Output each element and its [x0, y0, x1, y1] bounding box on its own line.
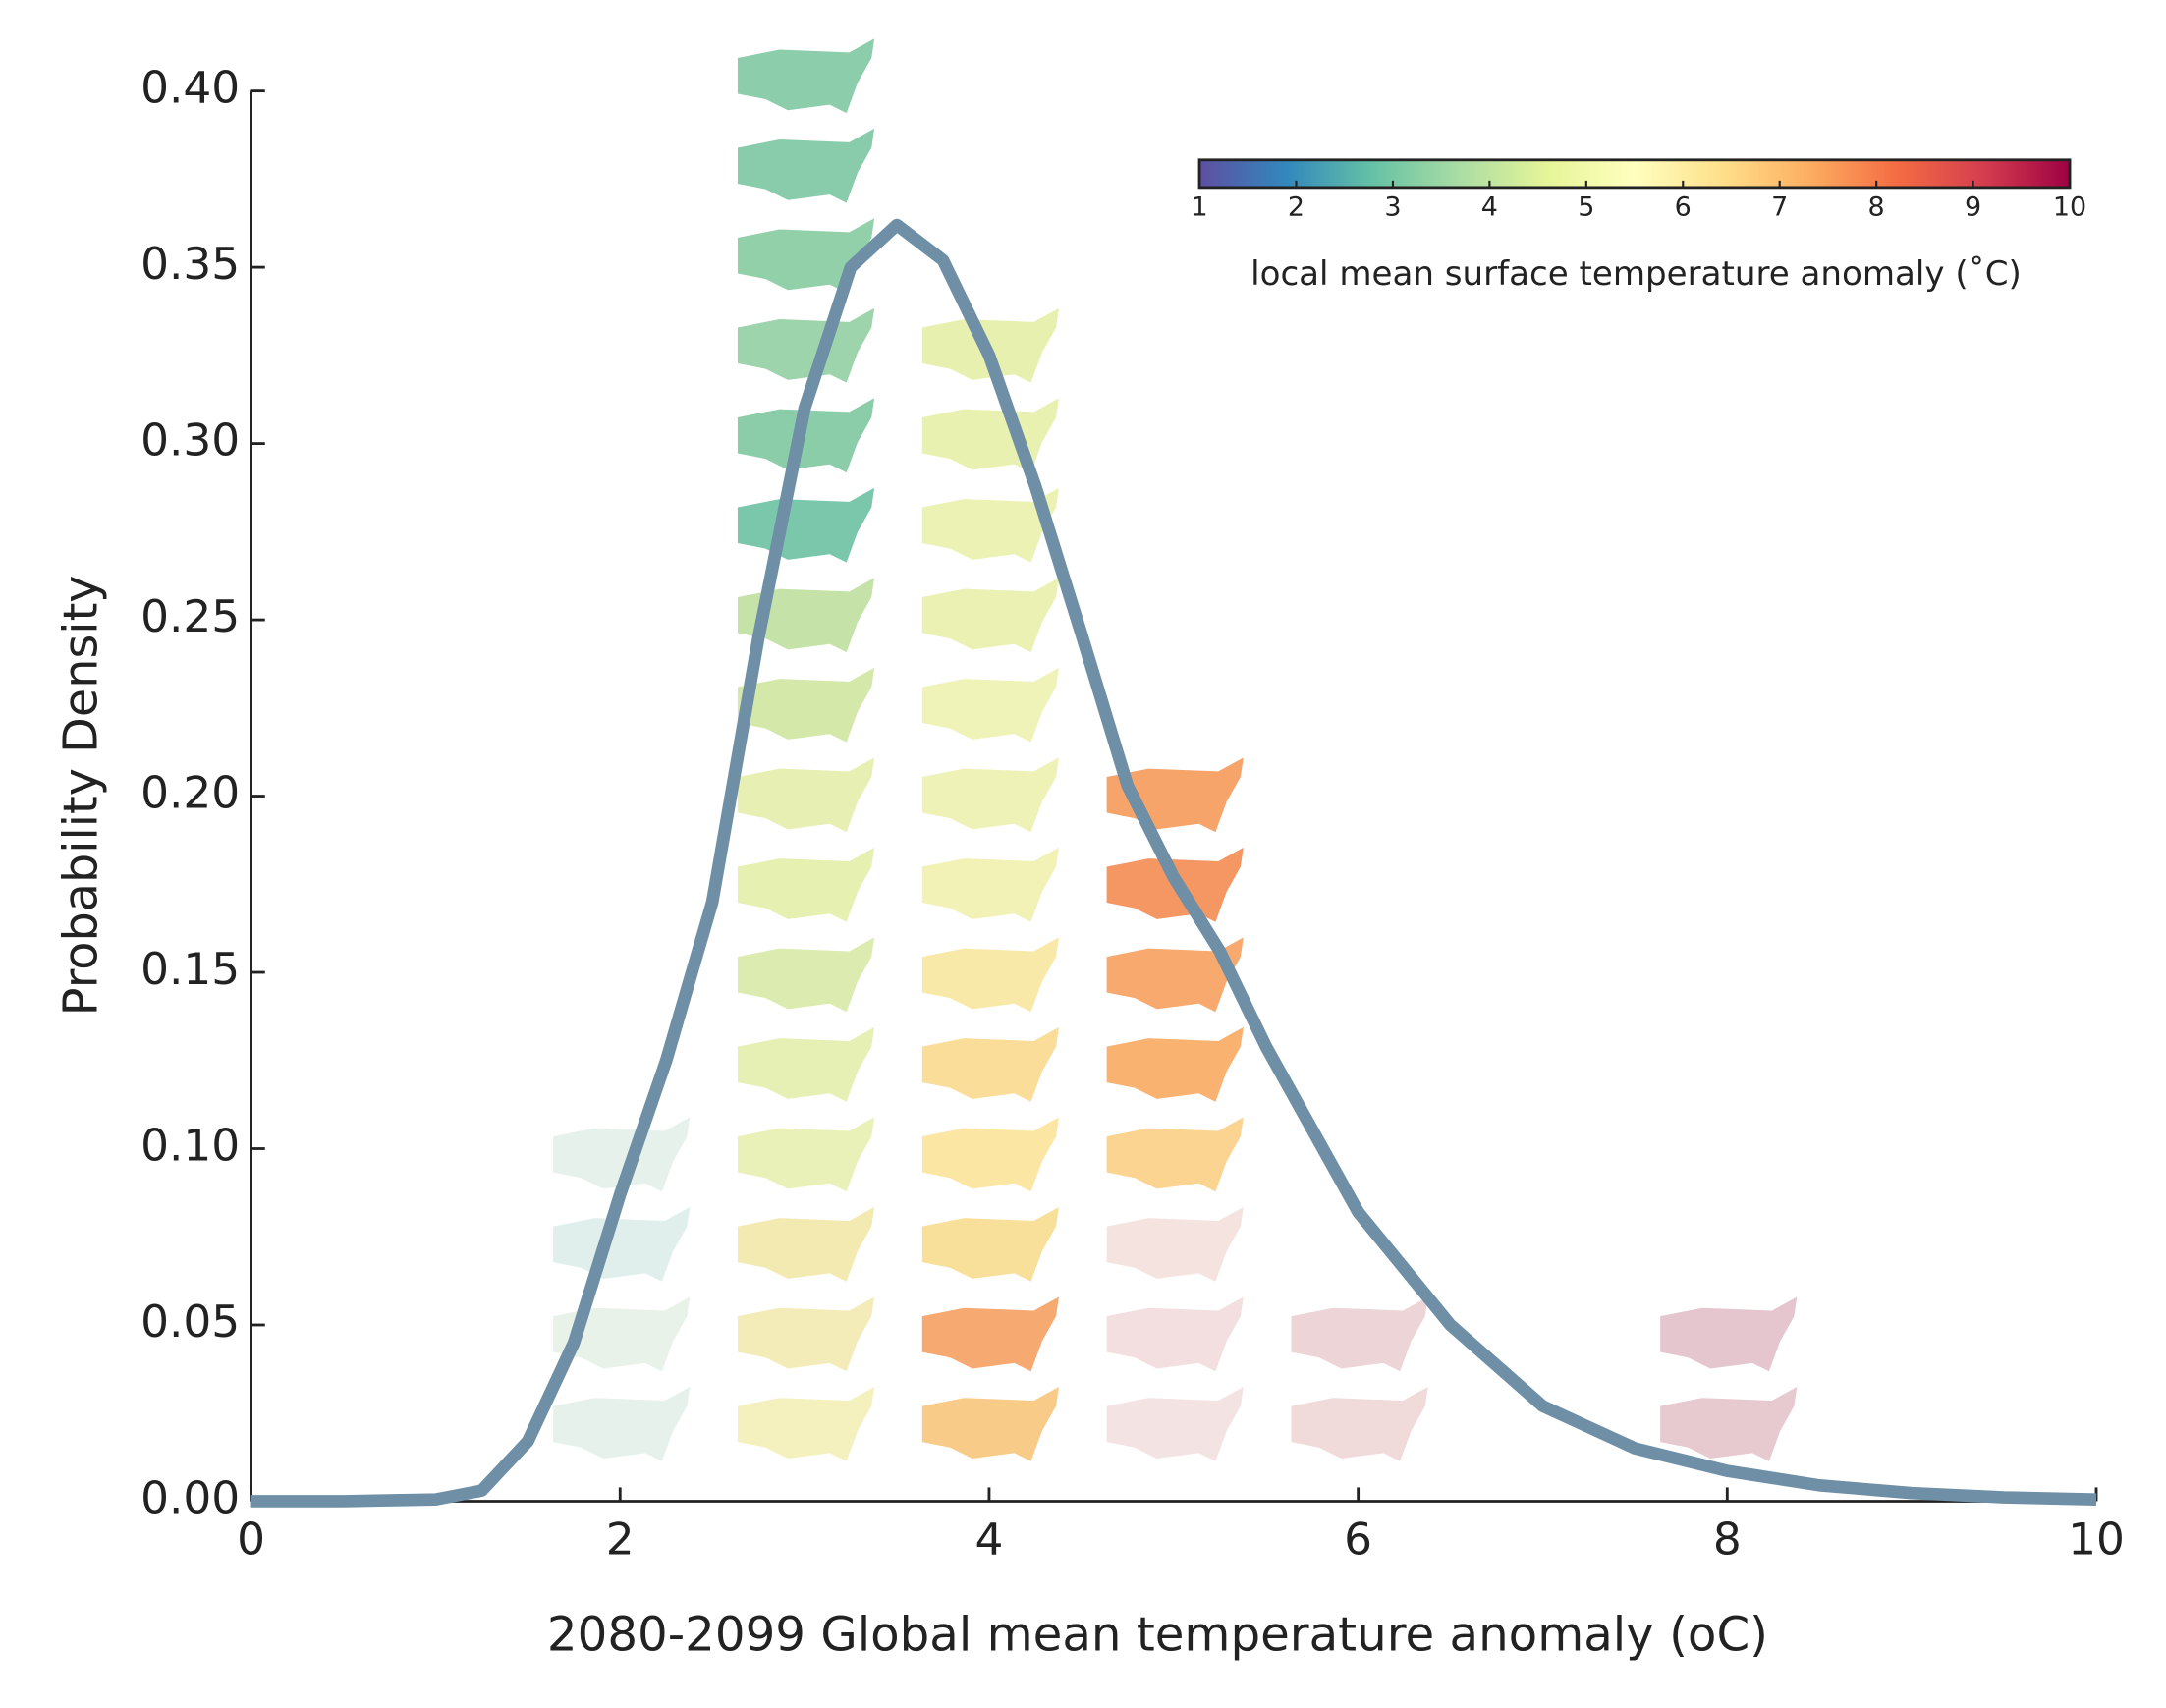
map-thumbnail	[1106, 1386, 1244, 1461]
density-line	[250, 218, 2097, 1508]
map-thumbnail	[921, 1117, 1059, 1192]
map-thumbnail	[737, 667, 875, 743]
map-thumbnail	[1291, 1386, 1428, 1461]
map-thumbnail	[921, 487, 1059, 563]
map-thumbnail	[1106, 1026, 1244, 1102]
map-thumbnail	[553, 1117, 691, 1192]
map-thumbnail	[1106, 1117, 1244, 1192]
map-thumbnail	[737, 847, 875, 922]
map-thumbnail	[737, 487, 875, 563]
colorbar-tick-label: 7	[1771, 193, 1788, 223]
map-thumbnail	[737, 307, 875, 383]
map-thumbnail	[737, 398, 875, 473]
map-thumbnail	[921, 757, 1059, 833]
colorbar-tick-label: 3	[1384, 193, 1401, 223]
map-thumbnail	[921, 398, 1059, 473]
map-thumbnail	[1291, 1296, 1428, 1372]
map-thumbnail	[921, 667, 1059, 743]
y-tick-label: 0.20	[140, 767, 240, 819]
map-thumbnail	[1106, 937, 1244, 1013]
y-tick-label: 0.25	[140, 590, 240, 642]
colorbar-tick-label: 1	[1191, 193, 1207, 223]
colorbar-tick-label: 9	[1965, 193, 1981, 223]
y-tick-label: 0.35	[140, 238, 240, 290]
map-thumbnail	[737, 1026, 875, 1102]
map-thumbnail	[921, 1386, 1059, 1461]
map-thumbnail	[921, 847, 1059, 922]
colorbar-tick-label: 6	[1675, 193, 1692, 223]
map-thumbnail	[737, 128, 875, 203]
x-axis-label: 2080-2099 Global mean temperature anomal…	[547, 1608, 1768, 1663]
map-thumbnail	[921, 937, 1059, 1013]
y-axis-label: Probability Density	[53, 575, 108, 1016]
map-thumbnails	[553, 38, 1798, 1461]
y-tick-label: 0.15	[140, 943, 240, 995]
y-tick-label: 0.10	[140, 1120, 240, 1172]
map-thumbnail	[1106, 1206, 1244, 1282]
colorbar-label: local mean surface temperature anomaly (…	[1250, 254, 2022, 293]
map-thumbnail	[1660, 1296, 1798, 1372]
y-tick-label: 0.05	[140, 1295, 240, 1348]
map-thumbnail	[1106, 1296, 1244, 1372]
map-thumbnail	[737, 1117, 875, 1192]
map-thumbnail	[737, 38, 875, 114]
x-tick-label: 8	[1713, 1514, 1742, 1566]
colorbar	[1197, 158, 2072, 190]
x-tick-label: 2	[606, 1514, 635, 1566]
map-thumbnail	[737, 937, 875, 1013]
x-tick-label: 10	[2068, 1514, 2125, 1566]
colorbar-tick-label: 10	[2053, 193, 2086, 223]
map-thumbnail	[737, 1206, 875, 1282]
x-tick-label: 6	[1344, 1514, 1372, 1566]
y-tick-label: 0.40	[140, 62, 240, 114]
colorbar-tick-label: 4	[1481, 193, 1498, 223]
map-thumbnail	[921, 578, 1059, 653]
map-thumbnail	[1660, 1386, 1798, 1461]
map-thumbnail	[921, 1026, 1059, 1102]
colorbar-tick-label: 8	[1868, 193, 1885, 223]
map-thumbnail	[737, 1386, 875, 1461]
y-tick-label: 0.30	[140, 414, 240, 467]
map-thumbnail	[737, 1296, 875, 1372]
map-thumbnail	[553, 1206, 691, 1282]
x-tick-label: 0	[237, 1514, 265, 1566]
x-tick-label: 4	[974, 1514, 1003, 1566]
colorbar-tick-label: 2	[1288, 193, 1305, 223]
y-tick-label: 0.00	[140, 1472, 240, 1524]
map-thumbnail	[921, 1296, 1059, 1372]
map-thumbnail	[921, 1206, 1059, 1282]
map-thumbnail	[737, 218, 875, 294]
map-thumbnail	[737, 757, 875, 833]
colorbar-tick-label: 5	[1578, 193, 1594, 223]
map-thumbnail	[553, 1386, 691, 1461]
